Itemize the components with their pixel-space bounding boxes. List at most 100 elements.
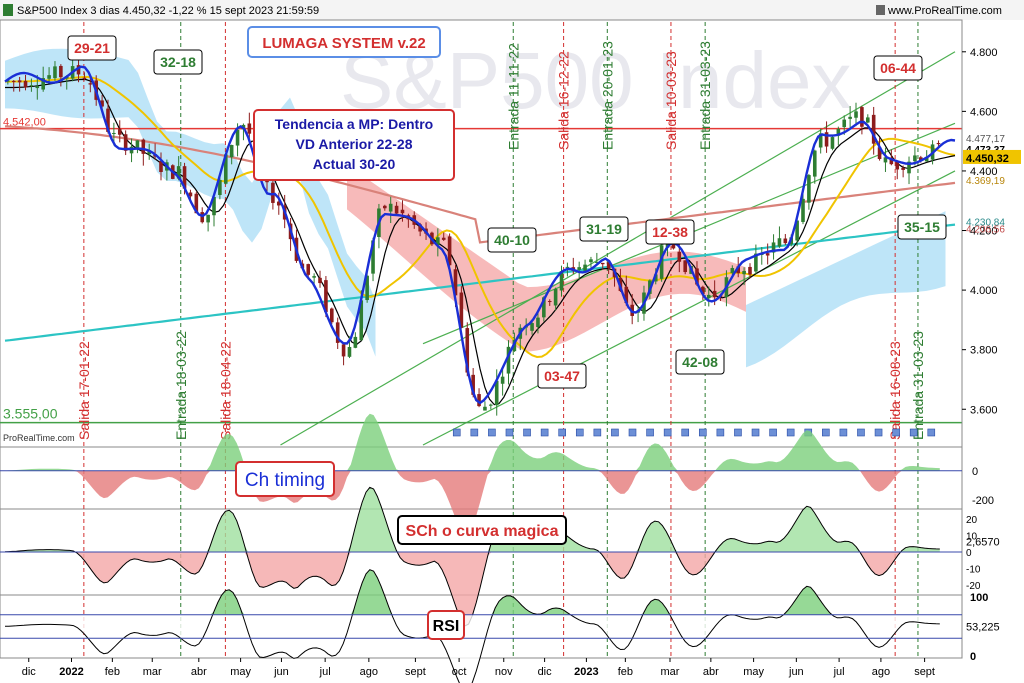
candle-body [88, 83, 93, 85]
event-icon [734, 428, 742, 437]
candle-body [388, 203, 393, 212]
candle-body [441, 237, 446, 240]
candle-body [712, 290, 717, 298]
candle-body [706, 294, 711, 299]
event-icon [646, 428, 654, 437]
event-icon [523, 428, 531, 437]
x-tick-label: jun [273, 666, 289, 678]
candle-body [742, 270, 746, 275]
candle-body [53, 66, 57, 79]
candle-body [695, 268, 699, 285]
annotation-box [675, 349, 725, 375]
candle-body [347, 346, 352, 357]
candle-body [701, 286, 705, 294]
candle-body [865, 117, 870, 123]
event-icon [488, 428, 496, 437]
candle-body [506, 346, 511, 374]
event-icon [681, 428, 690, 437]
sch-label-box [397, 515, 567, 545]
signal-label: Salida 10-03-23 [663, 51, 679, 150]
event-icon [909, 428, 918, 437]
candle-body [860, 107, 864, 127]
candle-body [936, 143, 941, 145]
event-icon [716, 428, 725, 437]
rsi-tick-label: 0 [970, 651, 976, 663]
candle-body [335, 322, 340, 343]
candle-body [500, 376, 505, 384]
candle-body [907, 161, 911, 174]
y-tick-label: 4.400 [970, 166, 998, 178]
candle-body [477, 394, 481, 407]
left-level-label: 4.542,00 [3, 117, 46, 129]
candle-body [200, 212, 205, 223]
event-icon [822, 428, 830, 437]
sch-label: SCh o curva magica [406, 523, 559, 540]
signal-label: Salida 18-04-22 [217, 341, 233, 440]
ch-timing-fill-down [5, 470, 940, 537]
event-icons [452, 428, 936, 437]
annotation-box [153, 49, 203, 75]
candle-body [324, 280, 328, 313]
candle-body [736, 266, 741, 274]
candle-body [330, 308, 334, 323]
candle-body [812, 150, 817, 177]
price-label: 4.477,17 [966, 134, 1005, 145]
candle-body [117, 129, 122, 135]
sch-tick-label: 0 [966, 548, 972, 559]
ch-timing-fill-up [5, 413, 940, 471]
x-tick-label: nov [495, 666, 513, 678]
y-tick-label: 3.600 [970, 404, 998, 416]
annotation-text: 06-44 [880, 60, 916, 76]
price-label: 4.369,19 [966, 176, 1005, 187]
ch-label-box [235, 461, 335, 497]
sch-fill-down [5, 552, 940, 626]
candle-body [229, 145, 234, 158]
annotation-text: 29-21 [74, 40, 110, 56]
candle-body [318, 277, 322, 284]
x-tick-label: dic [22, 666, 37, 678]
candle-body [677, 251, 682, 262]
candle-body [341, 344, 346, 357]
candle-body [795, 220, 799, 241]
candle-body [801, 198, 805, 222]
event-icon [698, 428, 707, 437]
candle-body [877, 147, 882, 160]
candle-body [848, 116, 852, 119]
candle-body [23, 80, 28, 88]
candle-body [223, 154, 228, 184]
event-icon [927, 428, 936, 437]
system-label: LUMAGA SYSTEM v.22 [262, 35, 425, 52]
candle-body [536, 317, 540, 328]
moving-averages [4, 75, 956, 406]
annotation-text: 12-38 [652, 224, 688, 240]
candle-body [836, 128, 841, 136]
rsi-value-label: 53,225 [966, 622, 1000, 634]
annotation-boxes: 29-21 32-18 40-10 31-19 12-38 03-47 42-08 06-44… [67, 26, 947, 389]
annotation-text: 32-18 [160, 54, 196, 70]
system-label-box [247, 26, 441, 58]
candle-body [489, 404, 493, 406]
event-icon [611, 428, 619, 437]
cloud-blue-right [746, 211, 946, 368]
candle-body [889, 157, 894, 165]
candle-body [206, 214, 210, 223]
event-icon [470, 428, 479, 437]
candle-body [748, 266, 752, 275]
candle-body [176, 166, 181, 179]
candle-body [371, 240, 375, 274]
event-icon [874, 428, 883, 437]
candle-body [854, 111, 858, 118]
candle-body [447, 236, 452, 266]
ch-label: Ch timing [245, 470, 325, 491]
candle-body [483, 406, 487, 411]
candle-body [783, 238, 788, 244]
info-line: VD Anterior 22-28 [296, 136, 413, 152]
candle-body [730, 268, 735, 274]
candle-body [883, 157, 888, 163]
signal-label: Entrada 18-03-22 [173, 331, 189, 440]
x-tick-label: jul [833, 666, 845, 678]
x-tick-label: feb [618, 666, 633, 678]
x-tick-label: mar [143, 666, 162, 678]
x-tick-label: dic [538, 666, 553, 678]
